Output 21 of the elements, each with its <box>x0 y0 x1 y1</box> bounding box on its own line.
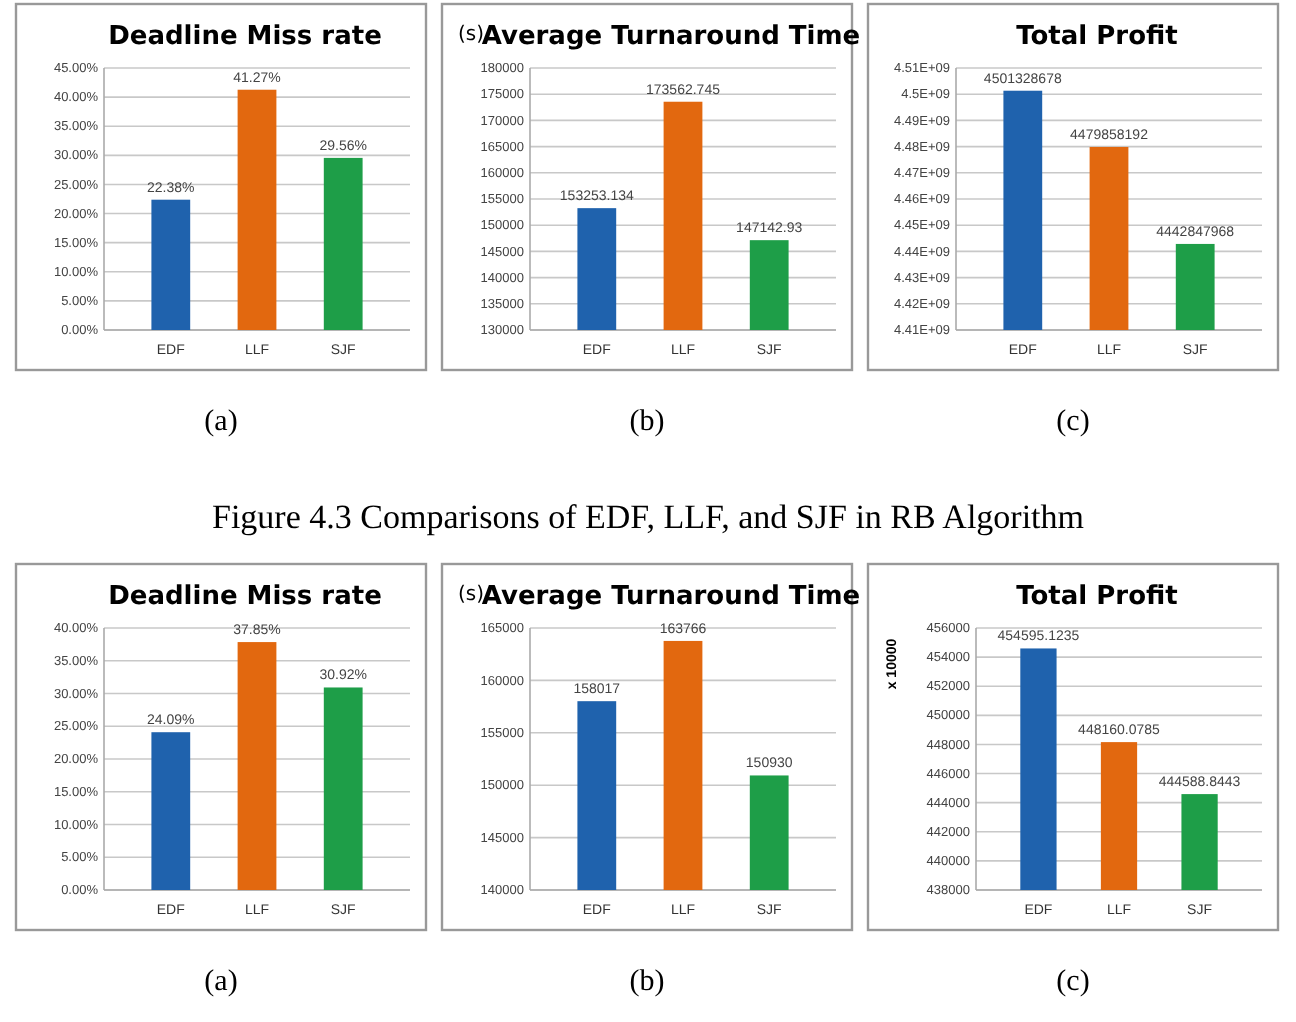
bar <box>323 157 363 330</box>
chart-title: Deadline Miss rate <box>108 22 383 52</box>
chart-title: Deadline Miss rate <box>108 582 383 612</box>
bar <box>151 732 191 890</box>
caption: Figure 4.3 Comparisons of EDF, LLF, and SJF in RB Algorithm <box>212 498 1084 536</box>
bar <box>151 199 191 330</box>
text: (a) <box>204 406 238 438</box>
chart-title: Average Turnaround Time <box>481 22 861 52</box>
chart-title: Total Profit <box>1016 582 1178 612</box>
chart-title: Total Profit <box>1016 22 1178 52</box>
y-axis-title: (s) <box>458 24 485 46</box>
text: (b) <box>629 966 665 998</box>
bar <box>323 687 363 890</box>
y-axis-title: (s) <box>458 584 485 606</box>
bar <box>237 642 277 890</box>
text: (b) <box>629 406 665 438</box>
text: (a) <box>204 966 238 998</box>
chart-title: Average Turnaround Time <box>481 582 861 612</box>
text: (c) <box>1056 406 1090 438</box>
text: (c) <box>1056 966 1090 998</box>
bar <box>237 89 277 330</box>
